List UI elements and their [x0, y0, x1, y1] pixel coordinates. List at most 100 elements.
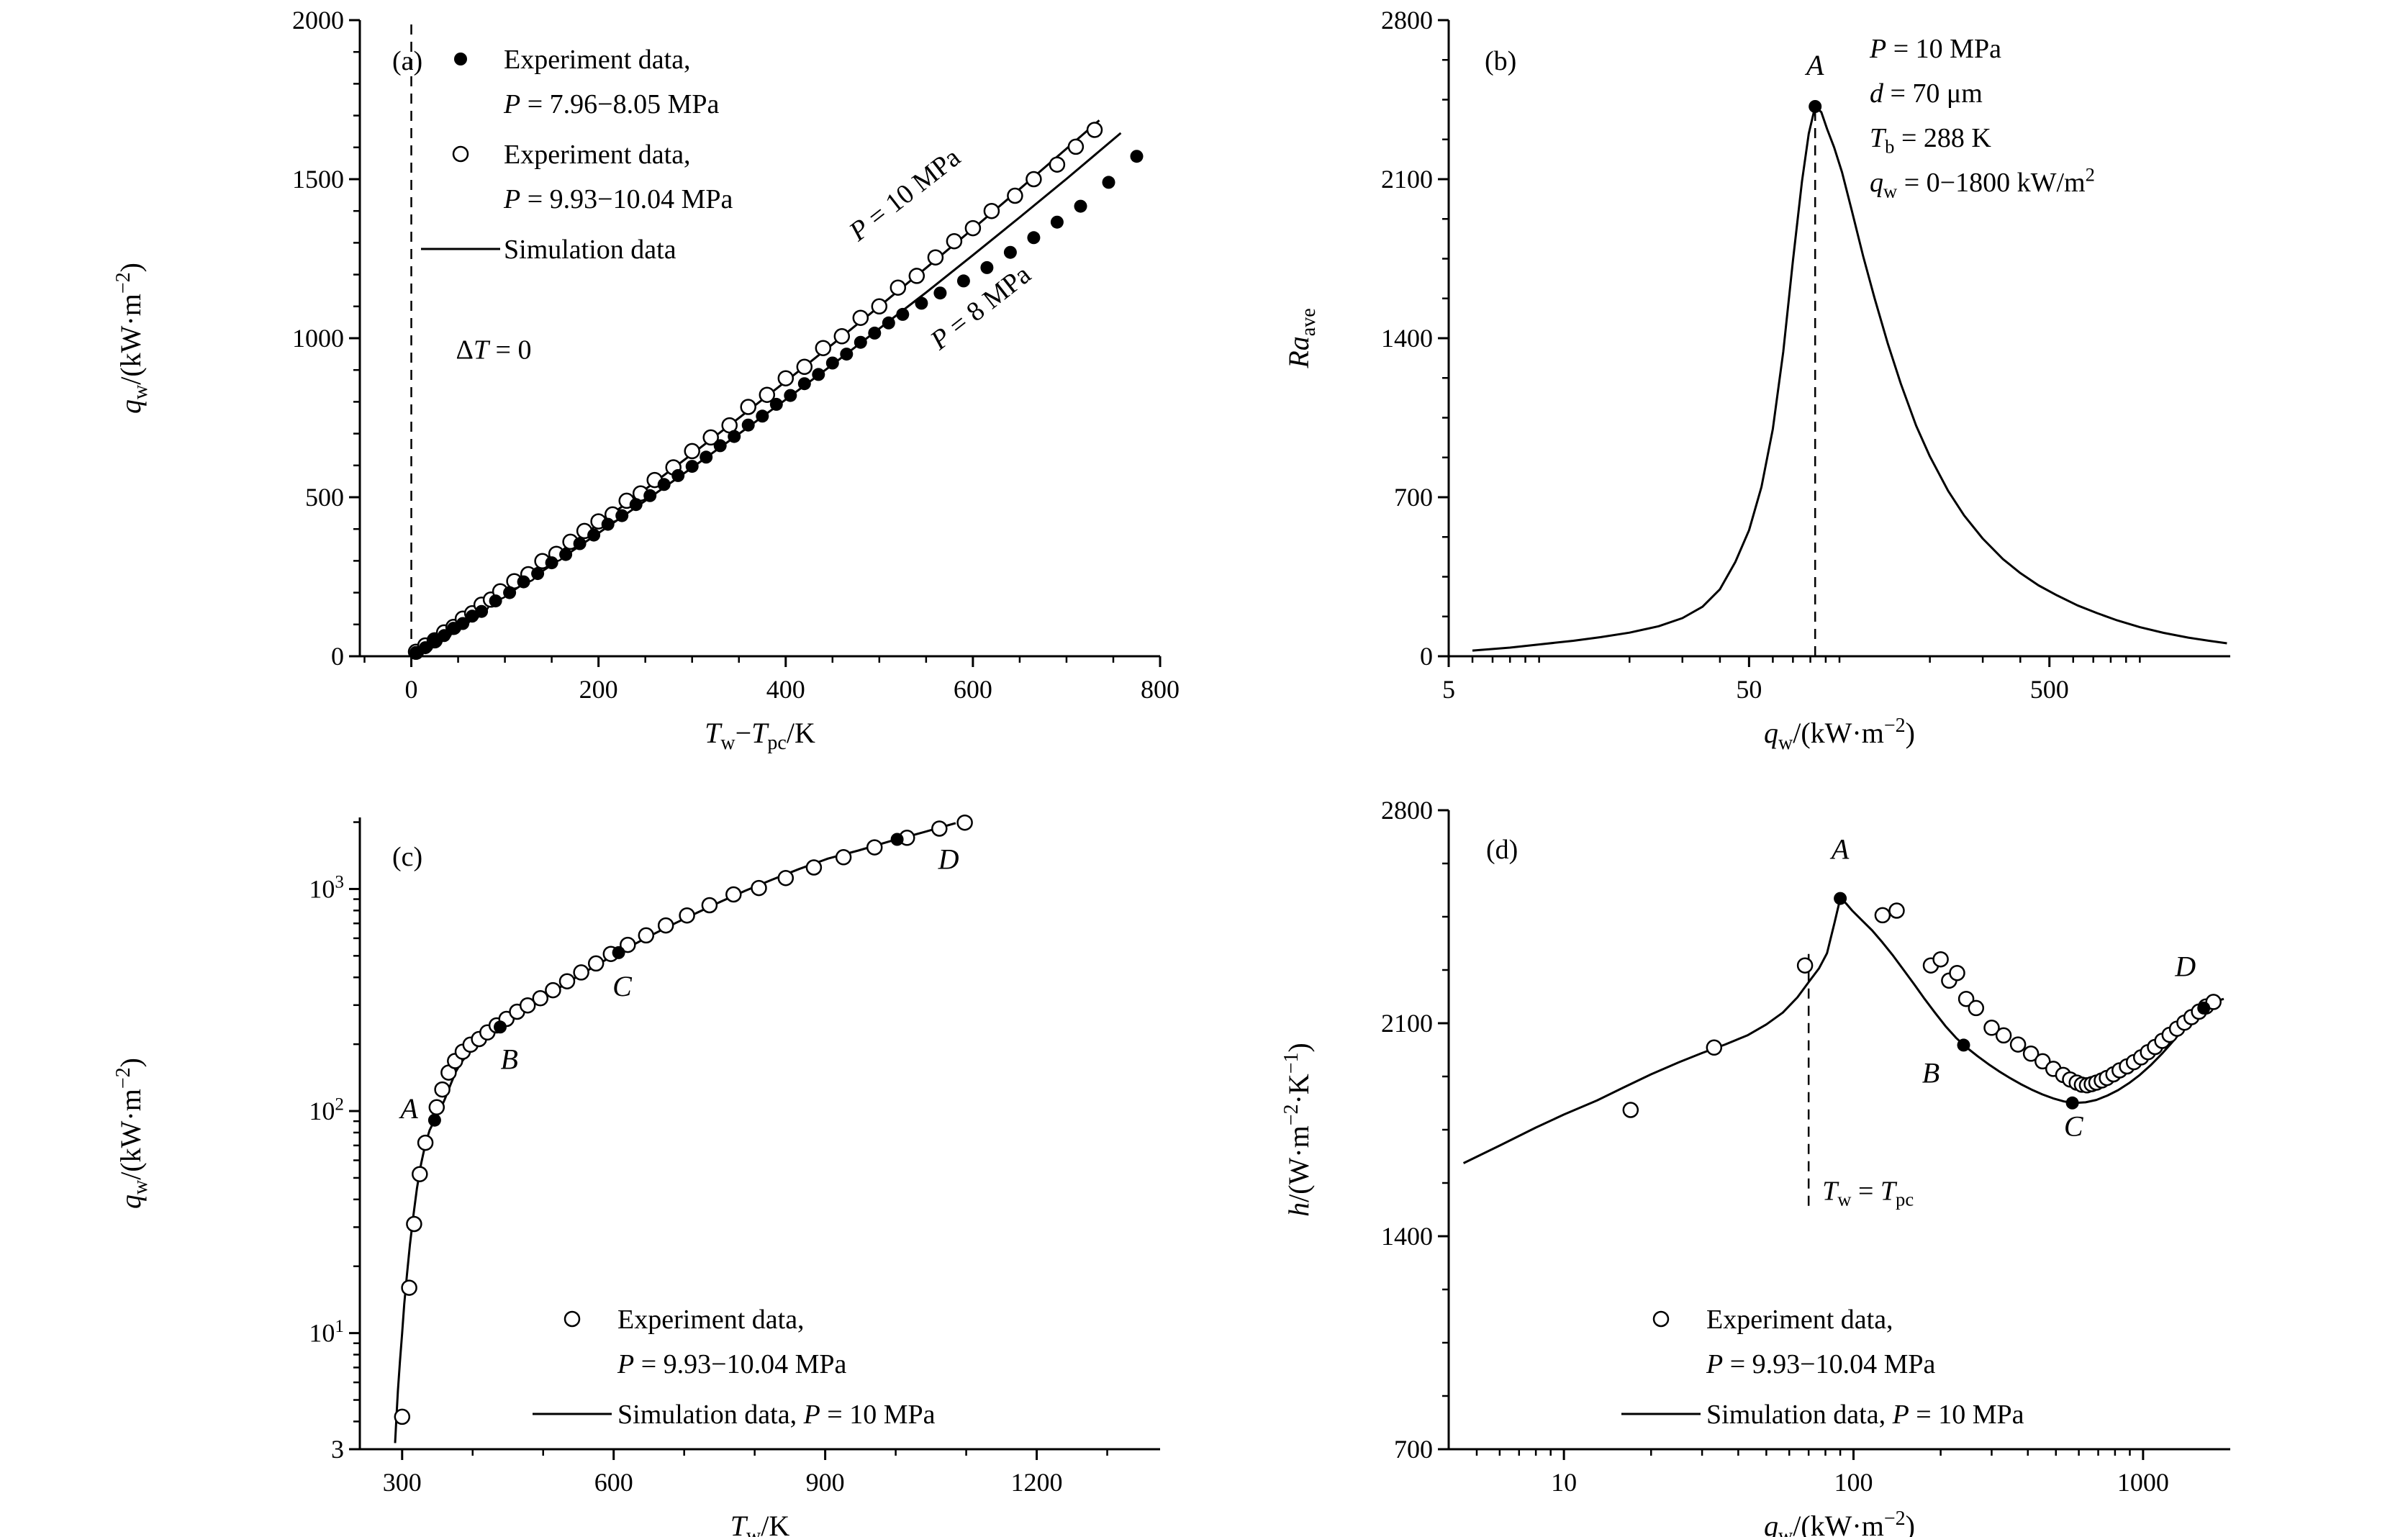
legend-label: Experiment data,: [617, 1305, 805, 1335]
panel-letter-label: (a): [392, 46, 422, 76]
poi-dot: [1809, 100, 1822, 113]
y-tick-label: 2800: [1381, 796, 1433, 825]
x-tick-label: 800: [1141, 675, 1180, 704]
y-tick-label: 2800: [1381, 6, 1433, 35]
annotation: P = 10 MPa: [1869, 34, 2001, 64]
annotation: P = 10 MPa: [843, 142, 967, 248]
legend-label: P = 9.93−10.04 MPa: [503, 184, 733, 214]
poi-label: A: [1804, 49, 1824, 81]
legend-label: Experiment data,: [1706, 1305, 1893, 1335]
poi-label: D: [938, 843, 959, 876]
y-tick-label: 700: [1394, 483, 1433, 512]
panel-a-chart-qw-vs-deltaT: 0 200 400 600 800 0 500 1000 1500 2000 Tw−Tpc/K qw/…: [0, 0, 1204, 768]
axes-c: 300 600 900 1200 3 101 102 103: [309, 817, 1160, 1497]
x-tick-label: 200: [579, 675, 618, 704]
y-tick-label: 700: [1394, 1435, 1433, 1464]
annotation: Tb = 288 K: [1870, 123, 1991, 157]
y-axis-title: qw/(kW·m−2): [112, 1058, 152, 1209]
series-simulation-Ra: [1472, 105, 2227, 652]
poi-label: D: [2174, 950, 2196, 982]
y-tick-label: 102: [309, 1094, 344, 1125]
legend-label: Simulation data, P = 10 MPa: [1706, 1400, 2024, 1430]
y-axis-title: qw/(kW·m−2): [112, 263, 152, 414]
poi-label: B: [1922, 1056, 1939, 1089]
x-tick-label: 5: [1442, 675, 1455, 704]
legend-c: Experiment data, P = 9.93−10.04 MPa Simula…: [533, 1305, 936, 1430]
legend-marker-open-circle: [1652, 1310, 1670, 1328]
x-tick-label: 10: [1551, 1468, 1577, 1497]
x-tick-label: 600: [954, 675, 992, 704]
annotation: P = 8 MPa: [924, 259, 1036, 356]
y-tick-label: 1400: [1381, 324, 1433, 353]
annotation: ΔT = 0: [456, 335, 531, 366]
y-tick-label: 103: [309, 873, 344, 904]
x-tick-label: 50: [1736, 675, 1762, 704]
poi-dot: [2197, 1001, 2211, 1015]
panel-letter-label: (c): [392, 842, 422, 872]
x-axis-title: Tw−Tpc/K: [705, 717, 815, 754]
panel-b-chart-Ra-vs-qw: 5 50 500 0 700 1400 2100 2800 qw/(kW·m−2) Raave A P…: [1204, 0, 2408, 768]
legend-d: Experiment data, P = 9.93−10.04 MPa Simula…: [1621, 1305, 2024, 1430]
x-axis-title: qw/(kW·m−2): [1764, 715, 1915, 754]
y-tick-label: 0: [331, 642, 344, 671]
legend-label: Simulation data, P = 10 MPa: [617, 1400, 936, 1430]
y-tick-label: 1000: [292, 324, 344, 353]
legend-label: P = 7.96−8.05 MPa: [503, 89, 720, 119]
poi-dot: [612, 946, 625, 959]
poi-label: C: [2064, 1110, 2084, 1142]
y-tick-label: 2100: [1381, 165, 1433, 194]
legend-label: Simulation data: [504, 235, 676, 265]
y-tick-label: 500: [305, 483, 344, 512]
annotation: Tw = Tpc: [1822, 1176, 1914, 1210]
y-tick-label: 101: [309, 1317, 344, 1348]
x-tick-label: 500: [2030, 675, 2069, 704]
y-tick-label: 2000: [292, 6, 344, 35]
series-experiment-8MPa: [409, 150, 1144, 659]
x-tick-label: 100: [1834, 1468, 1873, 1497]
y-tick-label: 1400: [1381, 1222, 1433, 1251]
panel-d-chart-h-vs-qw: 10 100 1000 700 1400 2100 2800 qw/(kW·m−2) h/(W·…: [1204, 768, 2408, 1537]
x-tick-label: 300: [383, 1468, 422, 1497]
poi-label: C: [612, 970, 633, 1002]
panel-letter-label: (d): [1486, 835, 1518, 865]
axes-a: 0 200 400 600 800 0 500 1000 1500 2000: [292, 6, 1180, 704]
legend-marker-open-circle: [452, 145, 469, 163]
y-tick-label: 1500: [292, 165, 344, 194]
x-tick-label: 900: [806, 1468, 845, 1497]
poi-dot: [1957, 1038, 1970, 1052]
poi-label: B: [500, 1043, 517, 1075]
poi-dot: [890, 833, 904, 846]
annotation: qw = 0−1800 kW/m2: [1870, 164, 2095, 202]
axes-b: 5 50 500 0 700 1400 2100 2800: [1381, 6, 2230, 704]
legend-label: P = 9.93−10.04 MPa: [1706, 1349, 1936, 1379]
axes-d: 10 100 1000 700 1400 2100 2800: [1381, 796, 2230, 1497]
poi-label: A: [1829, 833, 1850, 866]
legend-a: Experiment data, P = 7.96−8.05 MPa Experim…: [421, 45, 733, 265]
x-tick-label: 400: [766, 675, 805, 704]
legend-label: Experiment data,: [504, 140, 691, 170]
legend-marker-open-circle: [563, 1310, 581, 1328]
y-tick-label: 3: [331, 1435, 344, 1464]
x-tick-label: 0: [405, 675, 418, 704]
poi-dot: [427, 1113, 441, 1127]
x-axis-title: Tw/K: [730, 1510, 790, 1537]
y-tick-label: 0: [1420, 642, 1433, 671]
legend-marker-filled-circle: [454, 53, 467, 65]
panel-c-chart-qw-vs-Tw: 300 600 900 1200 3 101 102 103 Tw/K qw/(kW·m−2) A B…: [0, 768, 1204, 1537]
x-axis-title: qw/(kW·m−2): [1764, 1507, 1915, 1537]
poi-label: A: [398, 1092, 418, 1125]
panel-letter-label: (b): [1485, 46, 1516, 76]
y-axis-title: h/(W·m−2·K−1): [1280, 1043, 1315, 1217]
legend-label: P = 9.93−10.04 MPa: [617, 1349, 847, 1379]
x-tick-label: 1200: [1011, 1468, 1063, 1497]
poi-dot: [2065, 1096, 2079, 1110]
series-experiment-10MPa: [394, 814, 973, 1425]
series-simulation-10MPa: [1462, 897, 2224, 1164]
poi-dot: [1834, 892, 1847, 905]
x-tick-label: 1000: [2117, 1468, 2169, 1497]
series-experiment-10MPa: [1622, 902, 2222, 1118]
x-tick-label: 600: [594, 1468, 633, 1497]
poi-dot: [494, 1020, 507, 1034]
legend-label: Experiment data,: [504, 45, 691, 75]
